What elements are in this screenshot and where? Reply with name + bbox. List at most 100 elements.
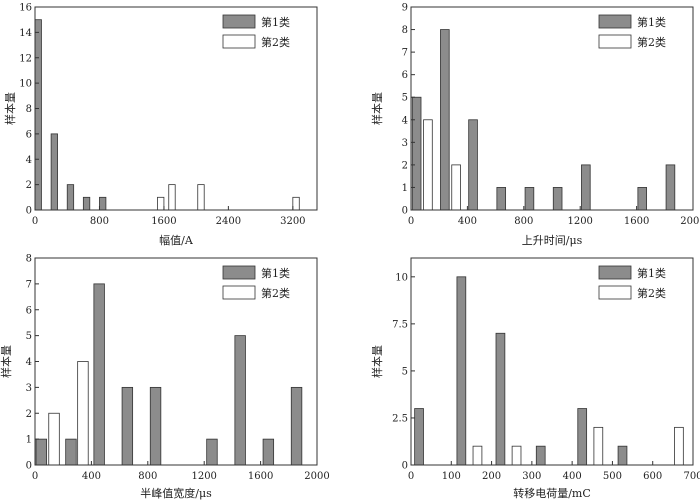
legend-swatch-1 [598, 265, 632, 280]
x-tick-label: 1200 [191, 471, 216, 482]
bar-series-1 [50, 133, 58, 211]
bar-series-1 [262, 438, 275, 466]
legend-swatch-1 [598, 14, 632, 29]
y-tick-label: 5 [402, 366, 408, 377]
y-tick-label: 14 [19, 28, 32, 39]
y-tick-label: 2 [26, 180, 32, 191]
bar-series-1 [524, 187, 535, 211]
x-axis-label: 幅值/A [159, 234, 194, 247]
bar-series-1 [411, 96, 422, 211]
x-tick-label: 0 [32, 216, 38, 227]
bar-series-1 [617, 445, 628, 466]
x-tick-label: 400 [458, 216, 477, 227]
y-tick-label: 0 [26, 206, 32, 217]
y-tick-label: 2.5 [392, 413, 408, 424]
bar-series-2 [157, 196, 165, 211]
y-tick-label: 0 [402, 206, 408, 217]
x-tick-label: 700 [683, 471, 700, 482]
plot-frame [410, 257, 694, 466]
bar-series-2 [197, 184, 205, 211]
bar-series-1 [496, 187, 507, 211]
y-tick-label: 1 [26, 435, 32, 446]
bar-series-1 [414, 408, 424, 466]
x-tick-label: 0 [32, 471, 38, 482]
y-tick-label: 6 [26, 129, 32, 140]
y-tick-label: 7 [26, 279, 32, 290]
x-tick-label: 1600 [624, 216, 649, 227]
legend-swatch-2 [222, 34, 256, 49]
x-tick-label: 2000 [304, 471, 329, 482]
bar-series-1 [468, 119, 478, 211]
legend-swatch-2 [598, 34, 632, 49]
bar-series-1 [121, 386, 134, 466]
bar-series-1 [665, 164, 676, 211]
bar-series-1 [82, 196, 91, 211]
bar-series-2 [292, 196, 300, 211]
bar-series-2 [674, 426, 684, 466]
x-tick-label: 300 [522, 471, 541, 482]
x-tick-label: 400 [82, 471, 101, 482]
y-tick-label: 8 [26, 254, 32, 265]
legend-swatch-1 [222, 265, 256, 280]
legend-label-2: 第2类 [637, 35, 666, 49]
bar-series-1 [34, 19, 42, 211]
chart-panel-3: 0 1 2 3 4 5 6 7 8 0 400 800 1200 1600 2000 半峰值宽度/μs 样本量 第… [0, 254, 330, 501]
plot-frame [410, 6, 694, 211]
bar-series-1 [99, 196, 107, 211]
x-axis-label: 半峰值宽度/μs [140, 486, 212, 500]
y-axis-label: 样本量 [0, 345, 13, 378]
y-axis-label: 样本量 [370, 345, 384, 378]
y-tick-label: 6 [26, 305, 32, 316]
bar-series-2 [593, 426, 604, 466]
chart-panel-1: 0 2 4 6 8 10 12 14 16 0 800 1600 2400 3200 幅值/A 样本量 第1类第… [3, 3, 318, 247]
x-tick-label: 0 [408, 216, 414, 227]
bar-series-2 [511, 445, 522, 466]
y-tick-label: 4 [402, 115, 408, 126]
bar-series-2 [48, 412, 60, 466]
bar-series-1 [149, 386, 162, 466]
legend-label-1: 第1类 [637, 15, 666, 29]
y-tick-label: 10 [395, 272, 408, 283]
legend-swatch-1 [222, 14, 256, 29]
chart-panel-2: 0 1 2 3 4 5 6 7 8 9 0 400 800 1200 1600 2000 上升时间/μs 样本量 第… [370, 3, 700, 248]
y-tick-label: 5 [26, 331, 32, 342]
bar-series-2 [472, 445, 483, 466]
x-tick-label: 200 [482, 471, 501, 482]
x-tick-label: 2000 [680, 216, 700, 227]
bar-series-1 [577, 408, 588, 466]
x-axis-label: 上升时间/μs [522, 234, 583, 247]
legend-swatch-2 [598, 285, 632, 300]
x-tick-label: 1600 [151, 216, 176, 227]
x-tick-label: 100 [442, 471, 461, 482]
legend-label-1: 第1类 [637, 266, 666, 280]
x-tick-label: 800 [514, 216, 533, 227]
bar-series-2 [168, 184, 176, 211]
y-tick-label: 12 [19, 53, 32, 64]
y-tick-label: 4 [26, 357, 32, 368]
y-tick-label: 8 [26, 104, 32, 115]
y-tick-label: 10 [19, 79, 32, 90]
y-tick-label: 7 [402, 48, 408, 59]
x-tick-label: 0 [408, 471, 414, 482]
bar-series-1 [552, 187, 563, 211]
bar-series-1 [440, 29, 450, 211]
bar-series-1 [495, 332, 506, 466]
y-tick-label: 9 [402, 3, 408, 14]
y-tick-label: 0 [402, 461, 408, 472]
legend-label-2: 第2类 [261, 286, 290, 300]
legend-label-1: 第1类 [261, 266, 290, 280]
legend-label-2: 第2类 [637, 286, 666, 300]
bar-series-1 [66, 184, 75, 211]
y-tick-label: 2 [26, 409, 32, 420]
bar-series-2 [451, 164, 461, 211]
y-axis-label: 样本量 [3, 92, 17, 125]
y-tick-label: 0 [26, 461, 32, 472]
y-axis-label: 样本量 [370, 92, 384, 125]
bar-series-1 [234, 335, 246, 466]
x-tick-label: 500 [603, 471, 622, 482]
x-tick-label: 3200 [280, 216, 305, 227]
x-tick-label: 600 [643, 471, 662, 482]
bar-series-1 [456, 276, 467, 466]
y-tick-label: 4 [26, 155, 32, 166]
